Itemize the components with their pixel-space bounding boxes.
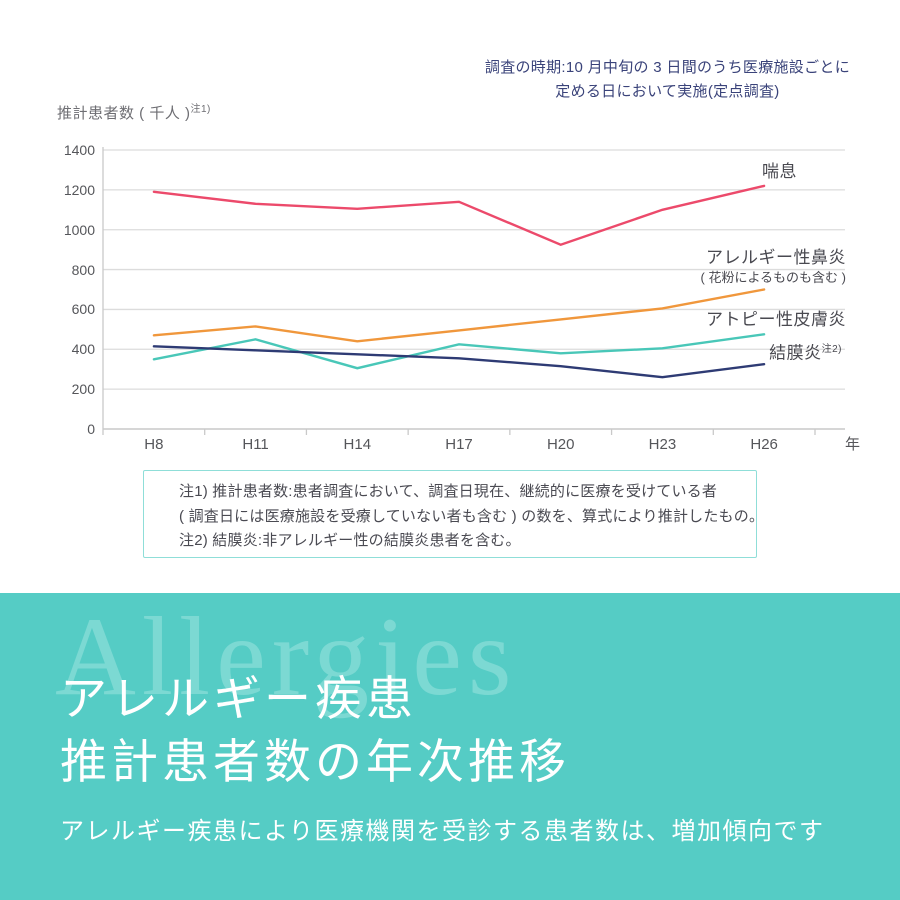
series-label-conjunctivitis-note-ref: 注2) bbox=[821, 344, 842, 355]
footnote-1-line1: 注1) 推計患者数:患者調査において、調査日現在、継続的に医療を受けている者 bbox=[179, 483, 718, 500]
x-tick-label-H11: H11 bbox=[242, 436, 269, 453]
survey-period-note-line2: 定める日において実施(定点調査) bbox=[555, 83, 780, 100]
x-tick-label-H20: H20 bbox=[546, 436, 575, 453]
footnotes-text: 注1) 推計患者数:患者調査において、調査日現在、継続的に医療を受けている者 (… bbox=[179, 480, 764, 554]
y-tick-label-1000: 1000 bbox=[63, 221, 95, 238]
y-tick-label-1400: 1400 bbox=[63, 142, 95, 158]
y-tick-label-600: 600 bbox=[71, 301, 95, 318]
x-axis-unit-label: 年 bbox=[845, 436, 861, 453]
footer-band: Allergies アレルギー疾患 推計患者数の年次推移 アレルギー疾患により医… bbox=[0, 593, 900, 900]
footer-title-line2: 推計患者数の年次推移 bbox=[60, 737, 570, 789]
series-label-atopic-dermatitis: アトピー性皮膚炎 bbox=[706, 310, 846, 329]
series-label-conjunctivitis-text: 結膜炎 bbox=[769, 343, 822, 363]
x-tick-label-H17: H17 bbox=[445, 436, 473, 453]
watermark-text: Allergies bbox=[55, 595, 518, 719]
series-label-allergic-rhinitis: アレルギー性鼻炎 ( 花粉によるものも含む ) bbox=[701, 248, 847, 287]
y-axis-title: 推計患者数 ( 千人 )注1) bbox=[57, 100, 211, 123]
footnote-1-line2: ( 調査日には医療施設を受療していない者も含む ) の数を、算式により推計したも… bbox=[179, 507, 765, 525]
footnote-2: 注2) 結膜炎:非アレルギー性の結膜炎患者を含む。 bbox=[179, 532, 521, 549]
y-tick-label-400: 400 bbox=[71, 341, 95, 358]
x-tick-label-H8: H8 bbox=[144, 436, 164, 453]
x-tick-label-H26: H26 bbox=[750, 436, 778, 453]
footer-title-line1: アレルギー疾患 bbox=[60, 674, 417, 726]
y-tick-label-0: 0 bbox=[87, 421, 95, 437]
y-axis-title-text: 推計患者数 ( 千人 ) bbox=[57, 105, 191, 122]
series-line-allergic-rhinitis bbox=[152, 288, 766, 343]
x-tick-label-H14: H14 bbox=[343, 436, 372, 453]
y-tick-label-800: 800 bbox=[71, 261, 95, 278]
y-tick-label-1200: 1200 bbox=[63, 181, 95, 198]
line-chart bbox=[102, 147, 845, 435]
series-label-asthma: 喘息 bbox=[762, 162, 797, 181]
series-label-asthma-text: 喘息 bbox=[762, 162, 797, 181]
series-label-atopic-dermatitis-text: アトピー性皮膚炎 bbox=[706, 310, 846, 329]
footer-title: アレルギー疾患 推計患者数の年次推移 bbox=[60, 669, 570, 795]
series-line-conjunctivitis bbox=[152, 345, 766, 379]
series-label-allergic-rhinitis-text: アレルギー性鼻炎 bbox=[706, 248, 846, 267]
survey-period-note: 調査の時期:10 月中旬の 3 日間のうち医療施設ごとに 定める日において実施(… bbox=[485, 56, 850, 104]
footer-subtitle: アレルギー疾患により医療機関を受診する患者数は、増加傾向です bbox=[60, 819, 825, 845]
series-label-allergic-rhinitis-subtext: ( 花粉によるものも含む ) bbox=[700, 270, 847, 285]
series-line-asthma bbox=[152, 184, 766, 246]
series-line-atopic-dermatitis bbox=[152, 333, 766, 370]
footnotes-box: 注1) 推計患者数:患者調査において、調査日現在、継続的に医療を受けている者 (… bbox=[143, 470, 764, 558]
y-axis-title-note-ref: 注1) bbox=[190, 104, 211, 115]
survey-period-note-line1: 調査の時期:10 月中旬の 3 日間のうち医療施設ごとに bbox=[484, 59, 850, 76]
series-label-conjunctivitis: 結膜炎注2) bbox=[769, 340, 842, 363]
y-tick-label-200: 200 bbox=[71, 381, 95, 398]
x-tick-label-H23: H23 bbox=[648, 436, 677, 453]
